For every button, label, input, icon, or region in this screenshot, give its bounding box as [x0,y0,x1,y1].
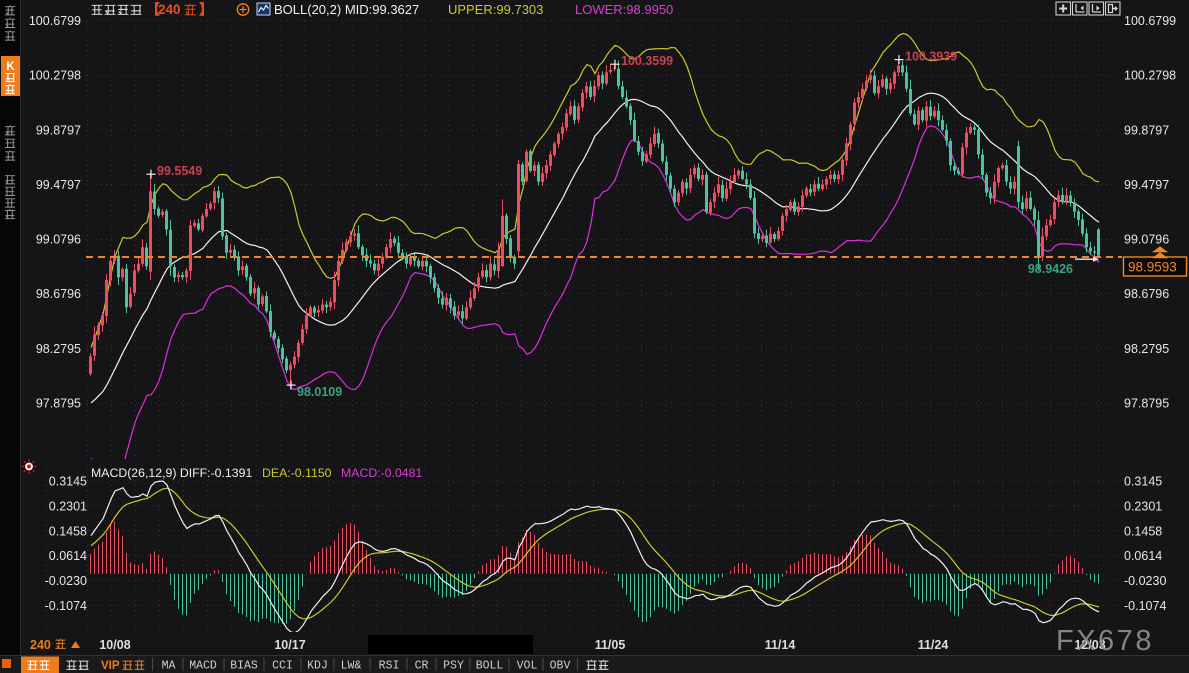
svg-text:-0.1074: -0.1074 [45,599,87,613]
svg-text:-0.0230: -0.0230 [45,574,87,588]
svg-text:LOWER:98.9950: LOWER:98.9950 [575,2,673,17]
svg-text:MACD(26,12,9) DIFF:-0.1391: MACD(26,12,9) DIFF:-0.1391 [91,466,252,480]
svg-text:0.3145: 0.3145 [1124,475,1162,489]
svg-text:99.8797: 99.8797 [36,123,81,137]
svg-text:K: K [6,61,15,73]
svg-text:99.5549: 99.5549 [157,164,202,178]
svg-text:0.2301: 0.2301 [1124,500,1162,514]
svg-text:11/14: 11/14 [765,638,796,652]
svg-text:99.0796: 99.0796 [1124,233,1169,247]
svg-text:0.2301: 0.2301 [49,500,87,514]
svg-text:0.0614: 0.0614 [1124,549,1162,563]
svg-text:98.2795: 98.2795 [36,342,81,356]
svg-text:240: 240 [30,638,51,652]
svg-text:100.3939: 100.3939 [905,50,957,64]
svg-text:DEA:-0.1150: DEA:-0.1150 [262,466,332,480]
svg-text:0.1458: 0.1458 [49,524,87,538]
svg-text:100.3599: 100.3599 [621,54,673,68]
svg-text:99.4797: 99.4797 [36,178,81,192]
svg-text:98.2795: 98.2795 [1124,342,1169,356]
svg-text:98.6796: 98.6796 [1124,287,1169,301]
svg-text:240: 240 [158,2,181,17]
svg-text:BOLL: BOLL [476,660,504,673]
svg-text:100.6799: 100.6799 [1124,14,1176,28]
svg-text:97.8795: 97.8795 [1124,397,1169,411]
svg-text:0.3145: 0.3145 [49,475,87,489]
svg-text:LW&: LW& [341,660,362,673]
svg-text:CR: CR [415,660,429,673]
svg-text:MACD: MACD [189,660,217,673]
svg-text:100.2798: 100.2798 [1124,69,1176,83]
svg-text:】: 】 [199,2,213,18]
svg-text:BOLL(20,2) MID:99.3627: BOLL(20,2) MID:99.3627 [274,2,419,17]
svg-text:RSI: RSI [379,660,400,673]
svg-text:【: 【 [146,2,160,18]
svg-text:98.0109: 98.0109 [297,385,342,399]
svg-text:0.1458: 0.1458 [1124,524,1162,538]
svg-text:0.0614: 0.0614 [49,549,87,563]
svg-text:-0.0230: -0.0230 [1124,574,1166,588]
svg-text:UPPER:99.7303: UPPER:99.7303 [448,2,543,17]
svg-text:11/24: 11/24 [918,638,949,652]
svg-text:99.8797: 99.8797 [1124,123,1169,137]
svg-text:97.8795: 97.8795 [36,397,81,411]
svg-text:99.0796: 99.0796 [36,233,81,247]
svg-text:MA: MA [162,660,176,673]
svg-text:10/08: 10/08 [99,638,130,652]
svg-text:-0.1074: -0.1074 [1124,599,1166,613]
svg-text:100.2798: 100.2798 [29,69,81,83]
svg-text:OBV: OBV [550,660,571,673]
svg-text:98.6796: 98.6796 [36,287,81,301]
svg-text:11/05: 11/05 [595,638,626,652]
svg-text:10/17: 10/17 [274,638,305,652]
svg-text:MACD:-0.0481: MACD:-0.0481 [341,466,422,480]
svg-text:98.9593: 98.9593 [1128,260,1177,275]
svg-text:KDJ: KDJ [307,660,328,673]
svg-text:98.9426: 98.9426 [1028,262,1073,276]
svg-text:VIP: VIP [101,660,120,672]
svg-text:BIAS: BIAS [230,660,258,673]
svg-text:CCI: CCI [272,660,293,673]
svg-text:99.4797: 99.4797 [1124,178,1169,192]
svg-text:VOL: VOL [517,660,538,673]
svg-text:100.6799: 100.6799 [29,14,81,28]
svg-text:12/03: 12/03 [1074,638,1105,652]
svg-text:PSY: PSY [443,660,464,673]
svg-text:FX678: FX678 [1056,625,1154,657]
